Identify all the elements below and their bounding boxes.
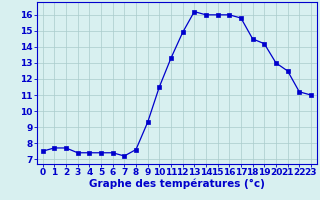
X-axis label: Graphe des températures (°c): Graphe des températures (°c) bbox=[89, 179, 265, 189]
